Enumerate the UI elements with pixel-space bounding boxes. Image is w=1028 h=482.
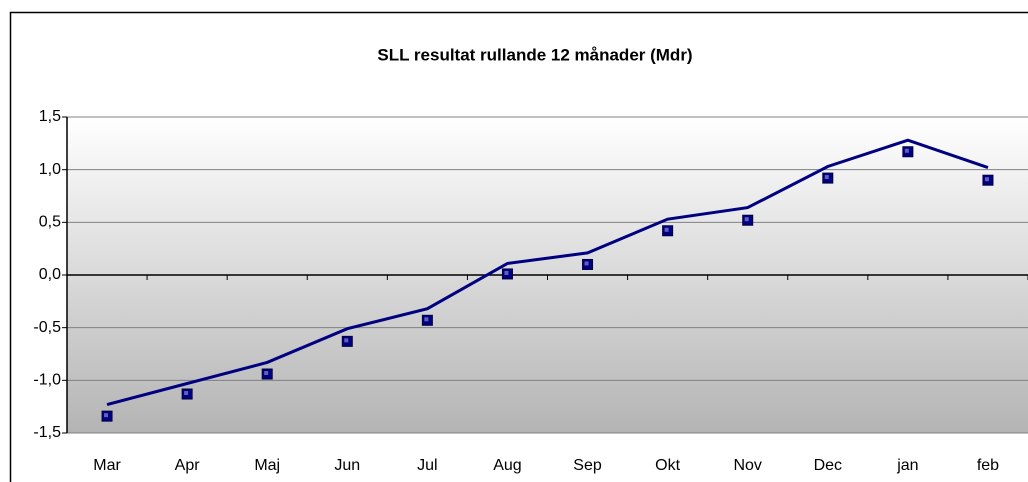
marker-highlight [344,338,349,343]
marker-highlight [824,175,829,180]
x-tick-label: Apr [175,457,201,474]
y-tick-label: -1,5 [33,424,61,441]
x-tick-label: Sep [573,457,602,474]
y-tick-label: -0,5 [33,319,61,336]
x-tick-label: Aug [493,457,521,474]
y-tick-label: 1,0 [39,161,61,178]
marker-highlight [744,217,749,222]
marker-highlight [424,317,429,322]
x-tick-label: Maj [254,457,280,474]
x-tick-label: Mar [93,457,121,474]
marker-highlight [104,413,109,418]
marker-highlight [184,391,189,396]
x-tick-label: feb [977,457,999,474]
y-tick-label: 1,5 [39,108,61,125]
x-tick-label: Jul [417,457,437,474]
marker-highlight [984,177,989,182]
y-tick-label: 0,5 [39,214,61,231]
x-tick-label: Jun [334,457,360,474]
marker-highlight [264,371,269,376]
x-tick-label: Okt [655,457,680,474]
marker-highlight [664,227,669,232]
series-line [106,138,989,407]
x-tick-label: Nov [733,457,761,474]
y-tick-label: -1,0 [33,372,61,389]
x-tick-label: jan [896,457,918,474]
chart-title: SLL resultat rullande 12 månader (Mdr) [377,45,692,64]
marker-highlight [904,148,909,153]
marker-highlight [504,270,509,275]
x-tick-label: Dec [814,457,842,474]
y-tick-label: 0,0 [39,266,61,283]
marker-highlight [584,261,589,266]
